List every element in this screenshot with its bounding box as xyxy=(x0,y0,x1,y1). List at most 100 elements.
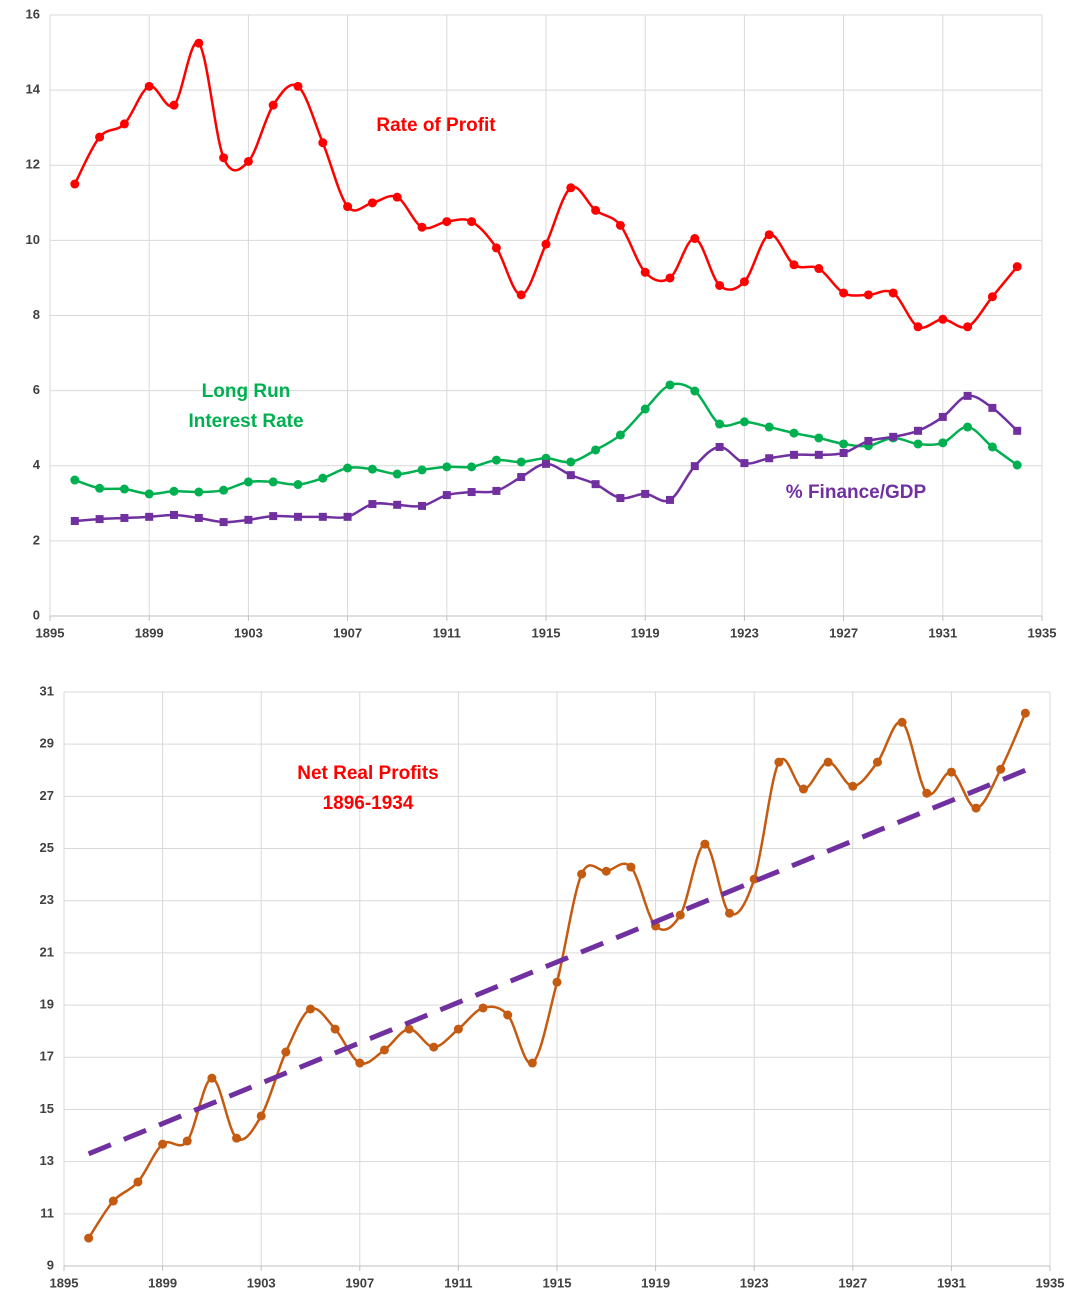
marker xyxy=(765,454,774,463)
marker xyxy=(616,494,625,503)
marker xyxy=(243,156,253,166)
marker xyxy=(814,433,824,443)
marker xyxy=(739,277,749,287)
x-tick-label: 1935 xyxy=(1036,1275,1065,1290)
marker xyxy=(566,183,576,193)
marker xyxy=(666,495,674,504)
marker xyxy=(1012,460,1022,470)
y-tick-label: 11 xyxy=(40,1205,54,1220)
x-tick-label: 1931 xyxy=(937,1275,966,1290)
marker xyxy=(70,516,79,525)
marker xyxy=(864,436,873,445)
marker xyxy=(194,38,204,48)
marker xyxy=(343,202,353,212)
marker xyxy=(690,386,700,396)
marker xyxy=(442,217,452,227)
marker xyxy=(527,1058,537,1068)
marker xyxy=(417,465,427,475)
marker xyxy=(417,222,427,232)
marker xyxy=(467,462,477,472)
marker xyxy=(764,230,774,240)
marker xyxy=(293,480,303,490)
marker xyxy=(963,422,973,432)
marker xyxy=(988,403,997,412)
marker xyxy=(144,81,154,91)
marker xyxy=(306,1004,315,1014)
marker xyxy=(740,459,749,468)
marker xyxy=(219,485,229,495)
y-tick-label: 6 xyxy=(33,382,40,397)
marker xyxy=(914,426,922,435)
marker xyxy=(715,419,725,429)
marker xyxy=(503,1010,513,1020)
marker xyxy=(95,515,104,524)
marker xyxy=(355,1058,365,1068)
marker xyxy=(144,489,154,499)
x-tick-label: 1895 xyxy=(50,1275,79,1290)
marker xyxy=(392,192,402,202)
marker xyxy=(95,483,105,493)
y-tick-label: 15 xyxy=(40,1101,54,1116)
marker xyxy=(963,391,972,400)
y-tick-label: 9 xyxy=(47,1257,54,1272)
marker xyxy=(393,500,402,509)
marker xyxy=(133,1177,143,1187)
marker xyxy=(244,515,253,524)
marker xyxy=(1012,262,1022,272)
marker xyxy=(294,512,302,521)
marker xyxy=(690,233,700,243)
marker xyxy=(872,757,882,767)
marker xyxy=(675,910,685,920)
marker xyxy=(343,512,352,521)
marker xyxy=(889,432,898,441)
marker xyxy=(318,473,328,483)
marker xyxy=(566,457,576,467)
marker xyxy=(987,442,997,452)
marker xyxy=(863,290,873,300)
marker xyxy=(367,198,377,208)
marker xyxy=(615,220,625,230)
marker xyxy=(690,462,699,471)
marker xyxy=(429,1042,439,1052)
marker xyxy=(814,264,824,274)
marker xyxy=(418,501,426,510)
marker xyxy=(232,1133,242,1143)
marker xyxy=(219,518,228,527)
marker xyxy=(330,1024,340,1034)
marker xyxy=(839,448,848,457)
marker xyxy=(799,784,808,794)
marker xyxy=(665,273,675,283)
marker xyxy=(552,977,562,987)
marker xyxy=(145,512,154,521)
marker xyxy=(897,717,907,727)
marker xyxy=(269,512,278,521)
trend-line xyxy=(87,767,1027,1157)
y-tick-label: 14 xyxy=(26,82,41,97)
marker xyxy=(764,422,774,432)
x-tick-label: 1911 xyxy=(433,625,461,640)
marker xyxy=(913,439,923,449)
y-tick-label: 4 xyxy=(33,457,41,472)
marker xyxy=(293,81,303,91)
x-tick-label: 1911 xyxy=(444,1275,472,1290)
y-tick-label: 0 xyxy=(33,607,40,622)
marker xyxy=(739,417,749,427)
marker xyxy=(1020,708,1030,718)
marker xyxy=(963,322,973,332)
marker xyxy=(715,442,724,451)
marker xyxy=(219,153,229,163)
marker xyxy=(542,459,550,468)
marker xyxy=(938,314,948,324)
series-label: Rate of Profit xyxy=(376,115,496,136)
marker xyxy=(70,179,80,189)
marker xyxy=(749,874,759,884)
y-tick-label: 25 xyxy=(40,840,54,855)
marker xyxy=(442,462,452,472)
marker xyxy=(256,1111,266,1121)
marker xyxy=(170,510,178,519)
x-tick-label: 1927 xyxy=(838,1275,867,1290)
y-tick-label: 16 xyxy=(26,6,40,21)
x-tick-label: 1923 xyxy=(730,625,759,640)
y-tick-label: 8 xyxy=(33,307,40,322)
